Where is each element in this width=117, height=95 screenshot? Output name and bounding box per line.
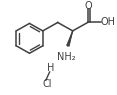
Text: H: H <box>47 63 54 73</box>
Text: O: O <box>85 1 93 11</box>
Polygon shape <box>67 31 73 46</box>
Text: Cl: Cl <box>42 79 51 89</box>
Text: NH₂: NH₂ <box>57 52 75 62</box>
Text: OH: OH <box>100 17 115 27</box>
